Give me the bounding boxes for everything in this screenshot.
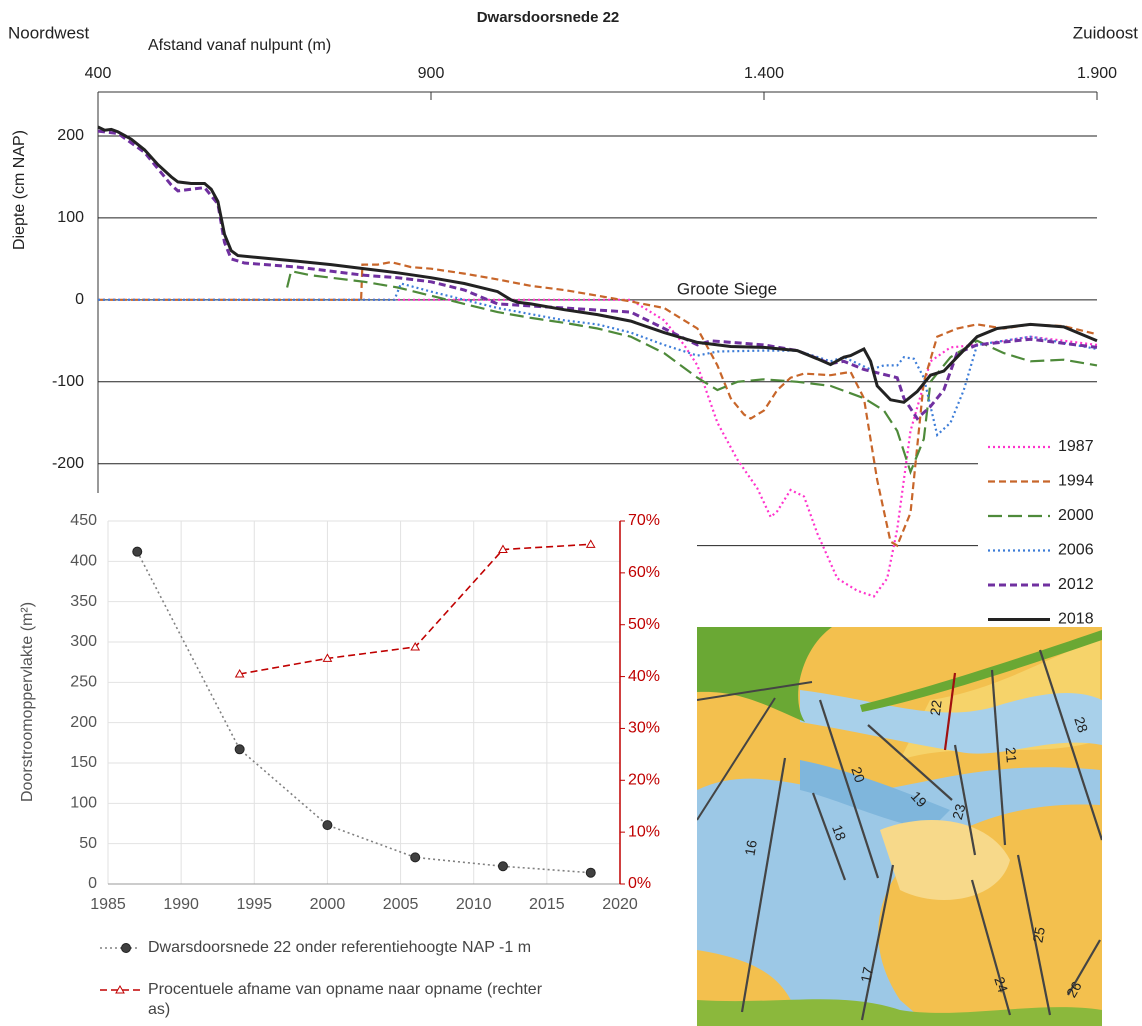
x-tick-label: 1.900 [1077,65,1117,82]
y-tick-label: 100 [70,795,97,812]
y-axis-title: Diepte (cm NAP) [11,130,28,250]
x-tick-label: 2015 [529,896,565,913]
legend-swatch [122,944,131,953]
y-tick-label: 250 [70,674,97,691]
point [498,862,507,871]
y2-tick-label: 20% [628,772,660,789]
x-tick-label: 1990 [163,896,199,913]
x-tick-label: 1.400 [744,65,784,82]
annotation: Groote Siege [677,279,777,298]
legend-label: 2012 [1058,576,1094,593]
legend-label: 2000 [1058,507,1094,524]
transect-label: 16 [741,839,759,857]
y-tick-label: 0 [75,291,84,308]
y2-tick-label: 50% [628,616,660,633]
y-tick-label: 150 [70,754,97,771]
point [323,821,332,830]
x-tick-label: 900 [418,65,445,82]
x-tick-label: 400 [85,65,112,82]
x-tick-label: 1995 [236,896,272,913]
figure: Dwarsdoorsnede 22 Noordwest Zuidoost Groote… [0,0,1142,1026]
transect-label: 22 [927,699,945,717]
y-tick-label: 200 [57,127,84,144]
x-axis-title: Afstand vanaf nulpunt (m) [148,37,331,54]
y-tick-label: 200 [70,714,97,731]
legend-label: Procentuele afname van opname naar opnam… [148,980,548,1020]
point [411,853,420,862]
point [235,745,244,754]
y-axis-title: Doorstroomoppervlakte (m²) [19,602,36,802]
legend-label: 2018 [1058,611,1094,628]
point [586,868,595,877]
chart: Dwarsdoorsnede 22 Noordwest Zuidoost Groote… [0,0,1142,1026]
y2-tick-label: 40% [628,668,660,685]
series-line [98,131,1097,419]
series-line [98,284,1097,436]
transect-label: 25 [1029,926,1047,944]
legend-background [978,428,1142,628]
point [133,547,142,556]
legend-label: 2006 [1058,542,1094,559]
y2-tick-label: 10% [628,823,660,840]
legend-label: 1987 [1058,438,1094,455]
legend-label: Dwarsdoorsnede 22 onder referentiehoogte… [148,938,668,958]
y-tick-label: 350 [70,593,97,610]
y-tick-label: 450 [70,512,97,529]
y2-tick-label: 60% [628,564,660,581]
y2-tick-label: 0% [628,875,651,892]
x-tick-label: 2020 [602,896,638,913]
y-tick-label: 300 [70,633,97,650]
y-tick-label: -200 [52,455,84,472]
y2-tick-label: 30% [628,720,660,737]
y-tick-label: 50 [79,835,97,852]
y-tick-label: -100 [52,373,84,390]
series-line [287,271,1097,472]
transect-label: 21 [1003,746,1020,763]
y2-tick-label: 70% [628,512,660,529]
annotation: Zuidoost [1073,23,1138,42]
annotation: Noordwest [8,23,90,42]
y-tick-label: 100 [57,209,84,226]
x-tick-label: 2005 [383,896,419,913]
y-tick-label: 0 [88,875,97,892]
x-tick-label: 2000 [310,896,346,913]
legend-label: 1994 [1058,473,1094,490]
x-tick-label: 2010 [456,896,492,913]
chart-title: Dwarsdoorsnede 22 [477,9,620,26]
x-tick-label: 1985 [90,896,126,913]
y-tick-label: 400 [70,553,97,570]
